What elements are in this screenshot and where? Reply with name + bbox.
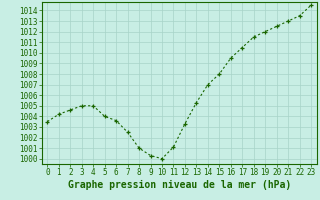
X-axis label: Graphe pression niveau de la mer (hPa): Graphe pression niveau de la mer (hPa) bbox=[68, 180, 291, 190]
